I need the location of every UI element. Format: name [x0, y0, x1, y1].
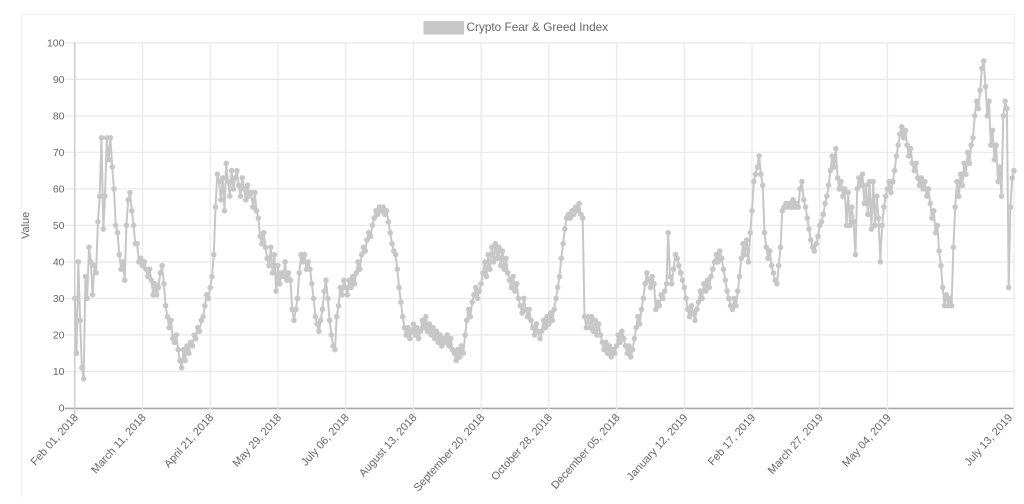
svg-text:20: 20: [53, 330, 65, 342]
svg-text:100: 100: [47, 38, 65, 50]
svg-text:60: 60: [53, 184, 65, 196]
svg-text:30: 30: [53, 293, 65, 305]
svg-text:0: 0: [59, 403, 65, 415]
svg-text:50: 50: [53, 220, 65, 232]
svg-text:90: 90: [53, 74, 65, 86]
svg-text:Crypto Fear & Greed Index: Crypto Fear & Greed Index: [467, 20, 609, 34]
svg-text:80: 80: [53, 111, 65, 123]
svg-text:70: 70: [53, 147, 65, 159]
svg-text:10: 10: [53, 366, 65, 378]
svg-text:Value: Value: [20, 212, 32, 239]
svg-text:40: 40: [53, 257, 65, 269]
